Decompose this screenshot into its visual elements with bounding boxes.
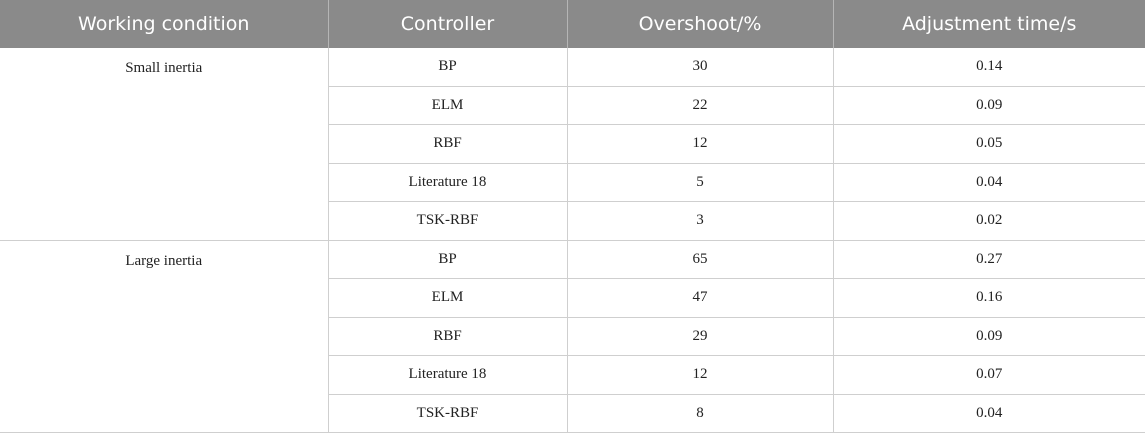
overshoot-cell: 29 xyxy=(566,317,834,356)
controller-cell: ELM xyxy=(327,278,568,318)
overshoot-cell: 65 xyxy=(566,240,834,279)
table-body: Small inertia BP 30 0.14 ELM 22 0.09 RBF… xyxy=(0,48,1145,433)
controller-cell: Literature 18 xyxy=(327,355,568,395)
table-row: TSK-RBF 3 0.02 xyxy=(0,201,1145,241)
header-working-condition: Working condition xyxy=(0,0,328,48)
table-row: TSK-RBF 8 0.04 xyxy=(0,394,1145,433)
adjustment-time-cell: 0.05 xyxy=(832,124,1145,164)
controller-cell: RBF xyxy=(327,124,568,164)
table-row: Large inertia BP 65 0.27 xyxy=(0,240,1145,433)
controller-cell: ELM xyxy=(327,86,568,125)
table-row: ELM 47 0.16 xyxy=(0,278,1145,318)
adjustment-time-cell: 0.07 xyxy=(832,355,1145,395)
adjustment-time-cell: 0.04 xyxy=(832,163,1145,202)
header-adjustment-time: Adjustment time/s xyxy=(832,0,1145,48)
overshoot-cell: 47 xyxy=(566,278,834,318)
header-row: Working condition Controller Overshoot/%… xyxy=(0,0,1145,48)
table-row: RBF 12 0.05 xyxy=(0,124,1145,164)
table-row: Literature 18 12 0.07 xyxy=(0,355,1145,395)
table-row: Literature 18 5 0.04 xyxy=(0,163,1145,202)
adjustment-time-cell: 0.09 xyxy=(832,317,1145,356)
controller-cell: TSK-RBF xyxy=(327,394,568,433)
working-condition-cell: Large inertia xyxy=(0,240,329,433)
controller-cell: BP xyxy=(327,48,568,87)
controller-cell: RBF xyxy=(327,317,568,356)
header-overshoot: Overshoot/% xyxy=(566,0,833,48)
overshoot-cell: 12 xyxy=(566,124,834,164)
header-controller: Controller xyxy=(327,0,567,48)
overshoot-cell: 5 xyxy=(566,163,834,202)
overshoot-cell: 8 xyxy=(566,394,834,433)
adjustment-time-cell: 0.02 xyxy=(832,201,1145,241)
working-condition-cell: Small inertia xyxy=(0,48,329,241)
controller-cell: TSK-RBF xyxy=(327,201,568,241)
overshoot-cell: 30 xyxy=(566,48,834,87)
adjustment-time-cell: 0.14 xyxy=(832,48,1145,87)
table-row: ELM 22 0.09 xyxy=(0,86,1145,125)
overshoot-cell: 12 xyxy=(566,355,834,395)
adjustment-time-cell: 0.09 xyxy=(832,86,1145,125)
controller-cell: Literature 18 xyxy=(327,163,568,202)
table-row: RBF 29 0.09 xyxy=(0,317,1145,356)
adjustment-time-cell: 0.27 xyxy=(832,240,1145,279)
adjustment-time-cell: 0.04 xyxy=(832,394,1145,433)
overshoot-cell: 22 xyxy=(566,86,834,125)
overshoot-cell: 3 xyxy=(566,201,834,241)
controller-cell: BP xyxy=(327,240,568,279)
adjustment-time-cell: 0.16 xyxy=(832,278,1145,318)
table-header: Working condition Controller Overshoot/%… xyxy=(0,0,1145,48)
table-row: Small inertia BP 30 0.14 xyxy=(0,48,1145,241)
